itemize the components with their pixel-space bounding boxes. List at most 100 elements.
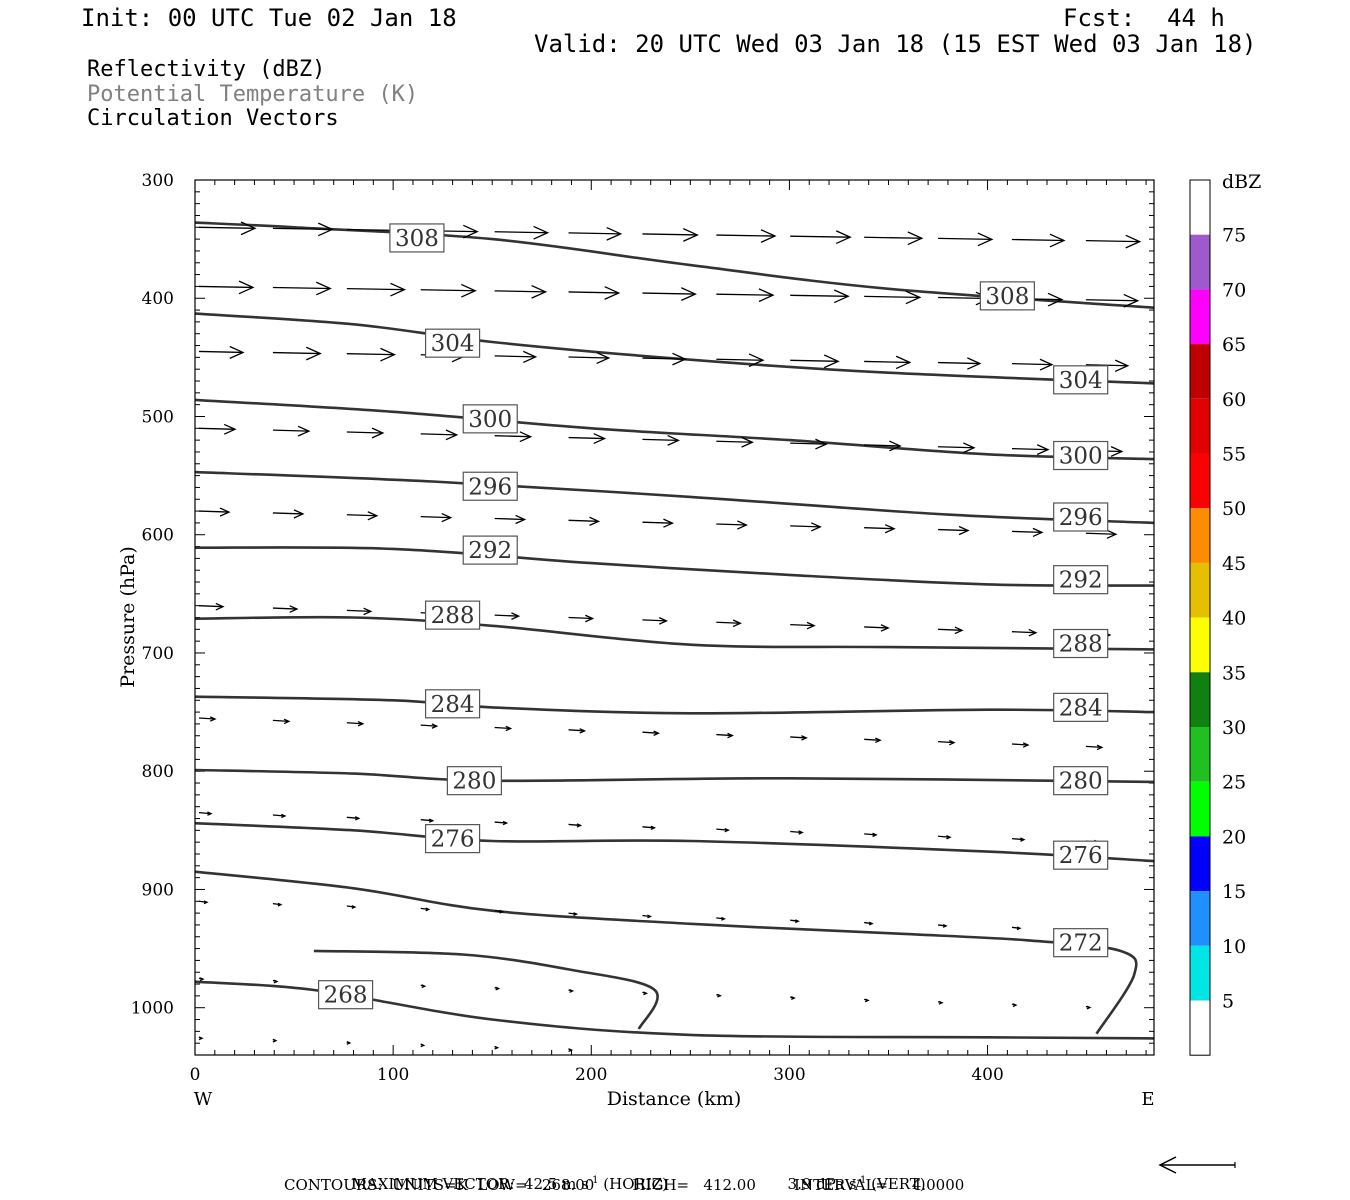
contour-label: 292 [1059, 568, 1103, 594]
contour-label: 288 [431, 603, 475, 629]
vector-arrowhead [306, 346, 322, 361]
circulation-vector [198, 605, 224, 608]
circulation-vector [642, 619, 667, 622]
circulation-vector [198, 285, 254, 289]
circulation-vector [716, 440, 753, 443]
y-axis-label: Pressure (hPa) [117, 546, 139, 688]
vector-arrowhead [737, 520, 748, 530]
vector-arrowhead [663, 518, 675, 528]
field-potential-temperature: Potential Temperature (K) [87, 81, 419, 107]
vector-arrowhead [681, 287, 697, 301]
circulation-vector [494, 290, 546, 293]
circulation-vector [494, 517, 525, 521]
vector-arrowhead [798, 830, 804, 835]
circulation-vector [642, 731, 659, 734]
vector-arrowhead [647, 914, 653, 919]
circulation-vector [864, 236, 922, 239]
circulation-vector [864, 360, 910, 364]
vector-arrowhead [223, 423, 237, 435]
circulation-vector [494, 614, 519, 617]
circulation-vector [864, 444, 901, 447]
colorbar-label: 15 [1222, 881, 1246, 903]
theta-contour [195, 870, 1138, 1035]
vector-arrowhead [425, 907, 431, 912]
circulation-vector [790, 525, 821, 528]
contour-label: 292 [468, 538, 512, 564]
vector-arrowhead [806, 621, 816, 630]
circulation-vector [346, 353, 395, 356]
contour-label-box [424, 689, 481, 719]
colorbar-swatch [1190, 836, 1210, 892]
circulation-vector [642, 521, 673, 524]
max-vector-vert: 3.9 dPa s [787, 1175, 857, 1193]
vector-arrowhead [207, 811, 213, 816]
circulation-vector [716, 523, 747, 526]
circulation-vector [864, 626, 889, 629]
vector-arrowhead [380, 347, 397, 362]
colorbar-swatch [1190, 453, 1210, 509]
y-tick-label: 300 [142, 171, 174, 191]
contour-label-box [979, 281, 1035, 311]
vector-arrowhead [1047, 292, 1064, 307]
max-vector-horiz-tag: (HORIZ) [598, 1175, 669, 1193]
circulation-vector [198, 811, 212, 815]
vector-arrowhead [589, 516, 601, 526]
vector-arrowhead [868, 921, 874, 926]
colorbar-swatch [1190, 180, 1210, 235]
contour-label: 304 [431, 331, 475, 357]
circulation-vector [716, 733, 733, 737]
circulation-vector [272, 512, 303, 515]
vector-arrowhead [1012, 1003, 1018, 1008]
colorbar-swatch [1190, 781, 1210, 837]
colorbar: 75 70 65 60 55 50 45 40 35 30 25 20 15 10 5 [1189, 179, 1246, 1056]
vector-arrowhead [277, 902, 283, 907]
colorbar-label: 50 [1222, 498, 1246, 520]
x-east-label: E [1141, 1089, 1154, 1110]
circulation-vector [568, 436, 605, 440]
theta-contour [195, 546, 1154, 587]
y-tick-label: 900 [142, 880, 174, 900]
colorbar-label: 60 [1222, 389, 1246, 411]
contour-label: 268 [324, 983, 368, 1009]
circulation-vector [790, 359, 839, 362]
colorbar-label: 40 [1222, 608, 1246, 630]
vector-arrowhead [363, 607, 373, 616]
vector-arrowhead [515, 514, 527, 525]
contour-label: 288 [1059, 632, 1103, 658]
vector-arrowhead [905, 290, 922, 305]
colorbar-label: 30 [1222, 717, 1246, 739]
contour-label-box [317, 980, 374, 1010]
vector-arrowhead [318, 222, 334, 237]
contour-label: 276 [1059, 843, 1103, 869]
theta-contour [195, 695, 1154, 715]
contour-label: 284 [1059, 695, 1103, 721]
x-tick-label: 400 [971, 1065, 1003, 1085]
theta-contour [313, 949, 659, 1030]
vector-arrowhead [199, 977, 205, 982]
vector-arrowhead [346, 1041, 352, 1045]
colorbar-swatch [1190, 945, 1210, 1001]
vector-arrowhead [238, 280, 255, 295]
vector-arrowhead [1036, 444, 1050, 456]
vector-arrowhead [667, 434, 681, 446]
circulation-vector [272, 814, 285, 817]
circulation-vector [1085, 745, 1102, 749]
colorbar-frame [1189, 179, 1211, 1056]
circulation-vector [346, 609, 371, 613]
footer-max-vector: MAXIMUM VECTOR: 42.5 m s-1 (HORIZ) [342, 1157, 668, 1193]
vector-arrowhead [495, 986, 501, 991]
max-vector-arrow [1158, 1156, 1236, 1174]
field-circulation-vectors: Circulation Vectors [87, 106, 339, 131]
colorbar-label: 35 [1222, 662, 1246, 684]
vector-arrowhead [760, 229, 777, 243]
vector-arrowhead [653, 730, 661, 736]
circulation-vector [938, 237, 992, 241]
circulation-vector [1011, 530, 1042, 534]
vector-arrowhead [585, 614, 595, 623]
circulation-vector [716, 621, 741, 624]
vector-arrowhead [942, 923, 948, 928]
theta-contour [195, 615, 1154, 651]
circulation-vector [346, 287, 405, 291]
circulation-vector [864, 527, 895, 530]
vector-arrowhead [494, 1045, 500, 1050]
